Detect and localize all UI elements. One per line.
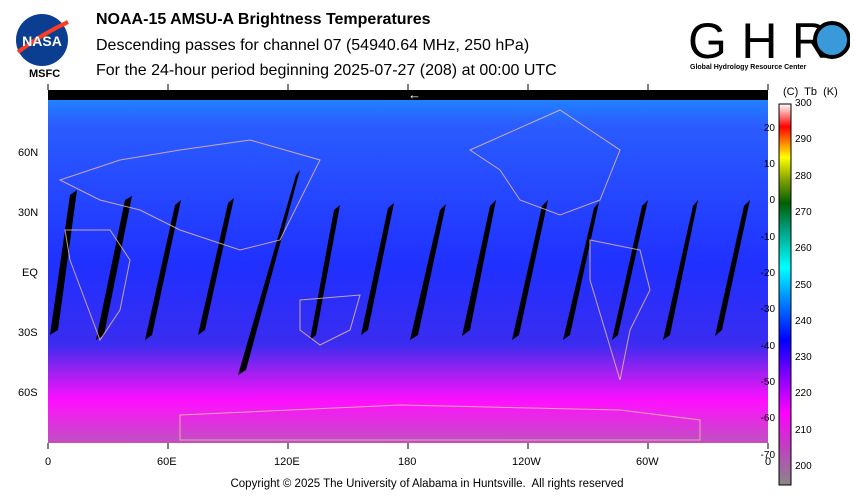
kelvin-tick-label: 290 [795, 134, 812, 146]
ghrc-caption: Global Hydrology Resource Center [690, 64, 807, 71]
ghrc-logo: GHR [688, 8, 851, 74]
lon-label: 60E [157, 456, 177, 468]
lat-label: 30N [18, 207, 39, 219]
celsius-tick-label: -30 [760, 304, 775, 316]
celsius-tick-label: -40 [760, 340, 775, 352]
data-gaps [50, 170, 750, 375]
celsius-tick-label: -60 [760, 413, 775, 425]
lon-label: 120E [274, 456, 300, 468]
page-title: NOAA-15 AMSU-A Brightness Temperatures [96, 11, 431, 28]
lat-label: 60N [18, 147, 39, 159]
celsius-tick-label: 10 [763, 159, 775, 171]
period: For the 24-hour period beginning 2025-07… [96, 62, 557, 79]
kelvin-tick-label: 270 [795, 206, 812, 218]
lat-label: 60S [18, 387, 38, 399]
celsius-tick-label: -20 [760, 268, 775, 280]
kelvin-tick-label: 240 [795, 315, 812, 327]
svg-text:NASA: NASA [22, 33, 62, 49]
subtitle: Descending passes for channel 07 (54940.… [96, 37, 530, 54]
celsius-tick-label: -70 [760, 449, 775, 461]
map-ticks [47, 84, 769, 449]
coastlines [58, 109, 701, 441]
no-data-band [48, 90, 768, 100]
kelvin-tick-label: 260 [795, 243, 812, 255]
kelvin-tick-label: 200 [795, 461, 812, 472]
copyright: Copyright © 2025 The University of Alaba… [230, 478, 624, 490]
kelvin-tick-label: 210 [795, 424, 812, 436]
lon-label: 60W [636, 456, 659, 468]
colorbar-header: (C) Tb (K) [783, 86, 838, 98]
celsius-tick-label: 20 [763, 122, 775, 134]
lat-label: 30S [18, 327, 38, 339]
kelvin-tick-label: 280 [795, 170, 812, 182]
colorbar [778, 103, 792, 486]
nasa-logo: NASA [14, 12, 70, 68]
kelvin-tick-label: 230 [795, 352, 812, 364]
lon-label: 120W [512, 456, 541, 468]
celsius-tick-label: 0 [769, 195, 775, 207]
lat-label: EQ [22, 267, 38, 279]
direction-arrow: ← [408, 87, 421, 102]
lon-label: 0 [45, 456, 52, 468]
kelvin-tick-label: 220 [795, 388, 812, 400]
kelvin-tick-label: 300 [795, 98, 812, 109]
svg-text:GHR: GHR [688, 13, 828, 69]
kelvin-tick-label: 250 [795, 279, 812, 291]
lon-label: 0 [765, 456, 772, 468]
nasa-caption: MSFC [29, 68, 61, 80]
lon-label: 180 [398, 456, 417, 468]
map-field [48, 90, 768, 443]
celsius-tick-label: -50 [760, 376, 775, 388]
celsius-tick-label: -10 [760, 231, 775, 243]
